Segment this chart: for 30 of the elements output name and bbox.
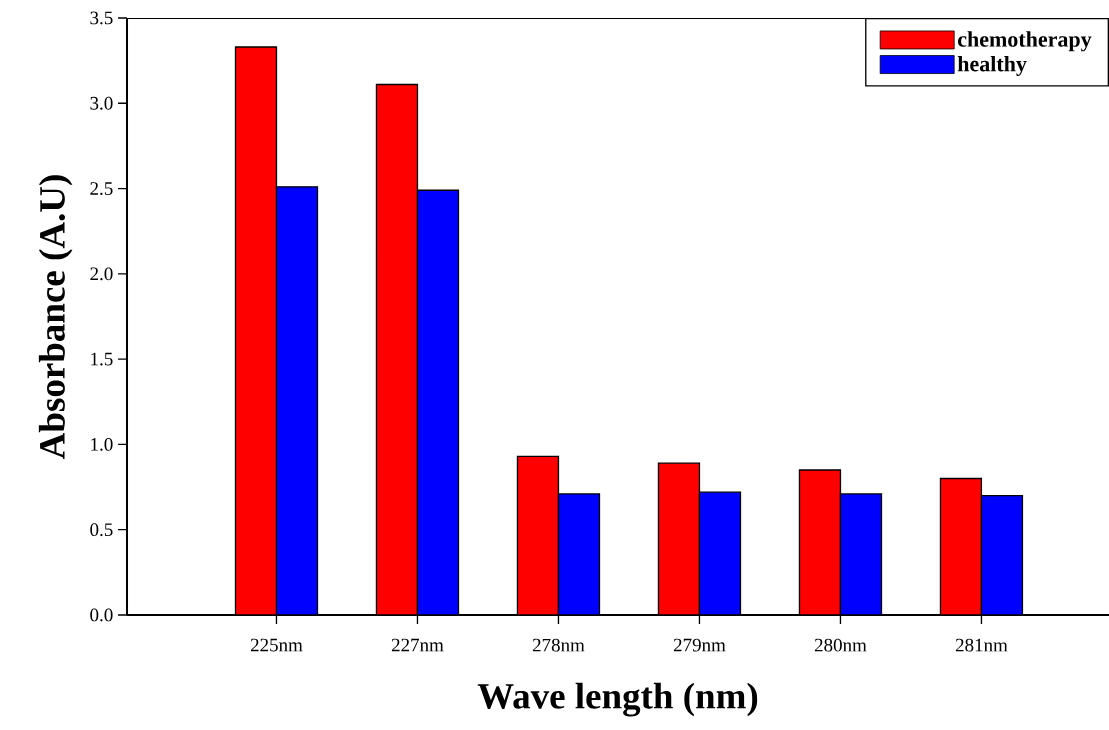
bar	[234, 46, 278, 615]
y-axis-title: Absorbance (A.U)	[38, 175, 73, 459]
y-tick-label: 1.5	[91, 352, 113, 366]
bar	[698, 491, 742, 615]
y-tick-label: 1.0	[91, 437, 113, 451]
x-tick-label: 225nm	[250, 638, 303, 652]
bar	[375, 83, 419, 615]
y-tick-label: 0.0	[90, 608, 113, 622]
y-tick-label: 2.0	[90, 267, 113, 281]
x-tick-label: 279nm	[673, 638, 726, 652]
x-tick-label: 281nm	[955, 638, 1008, 652]
x-tick-label: 227nm	[391, 638, 444, 652]
bar	[798, 469, 842, 615]
y-tick-label: 3.5	[90, 11, 113, 25]
legend-label: healthy	[957, 55, 1027, 76]
y-tick-label: 2.5	[90, 182, 113, 195]
bar	[275, 186, 319, 615]
y-tick-label: 3.0	[90, 96, 113, 110]
x-tick-label: 278nm	[532, 638, 585, 652]
bar	[557, 493, 601, 615]
x-tick-label: 280nm	[814, 638, 867, 652]
bar	[516, 455, 560, 615]
y-tick-label: 0.5	[90, 523, 113, 537]
bar	[839, 493, 883, 615]
bar	[939, 477, 983, 615]
x-axis-title: Wave length (nm)	[477, 682, 758, 717]
bar	[980, 494, 1024, 615]
legend-label: chemotherapy	[958, 31, 1092, 52]
bar	[657, 462, 701, 615]
bar	[416, 189, 460, 615]
